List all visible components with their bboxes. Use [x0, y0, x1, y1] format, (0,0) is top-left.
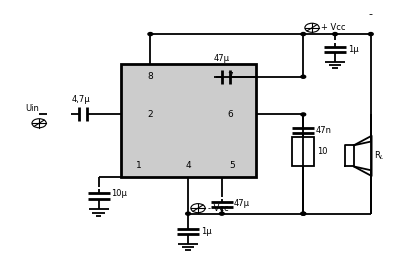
Text: 10µ: 10µ: [112, 189, 127, 198]
Text: 4,7µ: 4,7µ: [72, 96, 90, 104]
Text: 7: 7: [227, 72, 233, 81]
Text: 1: 1: [136, 162, 141, 170]
Text: 1µ: 1µ: [348, 45, 358, 54]
Text: 10: 10: [317, 147, 328, 156]
Circle shape: [301, 212, 306, 215]
Circle shape: [301, 212, 306, 215]
Text: 8: 8: [148, 72, 153, 81]
Text: 6: 6: [227, 110, 233, 119]
Text: 4: 4: [185, 162, 191, 170]
Text: 2: 2: [148, 110, 153, 119]
Text: 47n: 47n: [316, 126, 332, 135]
Circle shape: [301, 113, 306, 116]
Text: R$_L$: R$_L$: [374, 150, 385, 162]
Circle shape: [333, 33, 338, 36]
Text: + Vcc: + Vcc: [321, 23, 346, 32]
Circle shape: [368, 33, 373, 36]
Circle shape: [301, 33, 306, 36]
Text: Uin: Uin: [25, 104, 39, 113]
Text: - Vcc: - Vcc: [208, 204, 228, 213]
Bar: [292, 137, 314, 166]
Text: 1µ: 1µ: [201, 227, 212, 236]
Text: 5: 5: [229, 162, 235, 170]
Text: 47µ: 47µ: [234, 199, 250, 208]
Circle shape: [301, 75, 306, 78]
Text: 47µ: 47µ: [214, 54, 230, 63]
Circle shape: [220, 212, 224, 215]
Circle shape: [148, 33, 153, 36]
Text: -: -: [369, 9, 373, 19]
Bar: [120, 64, 256, 177]
Circle shape: [186, 212, 190, 215]
